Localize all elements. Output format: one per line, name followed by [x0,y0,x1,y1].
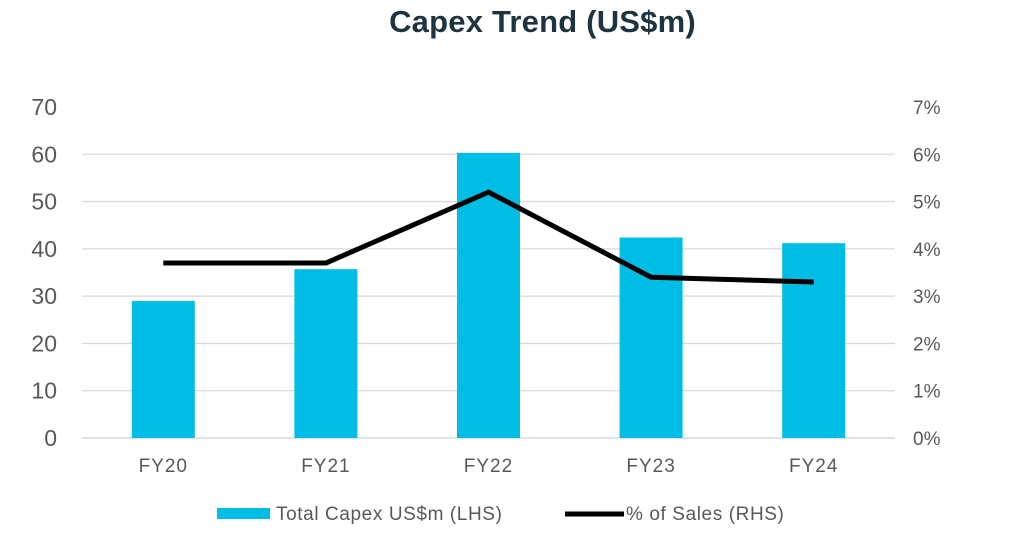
left-axis-tick-label: 20 [31,330,57,356]
x-axis-tick-label: FY23 [626,456,675,477]
x-axis-tick-label: FY21 [301,456,350,477]
x-axis-tick-label: FY22 [464,456,513,477]
right-axis-tick-label: 2% [913,334,941,355]
right-axis-tick-label: 0% [913,429,941,450]
right-axis-tick-label: 4% [913,240,941,261]
right-axis-tick-label: 3% [913,287,941,308]
x-axis: FY20 FY21 FY22 FY23 FY24 [139,456,838,477]
left-axis-tick-label: 40 [31,236,57,262]
x-axis-tick-label: FY20 [139,456,188,477]
left-axis-tick-label: 0 [44,425,57,451]
bar-fy20 [131,300,195,438]
left-axis: 0 10 20 30 40 50 60 70 [31,94,57,451]
legend-label-pct-sales: % of Sales (RHS) [626,504,784,525]
legend-swatch-capex [217,508,270,519]
left-axis-tick-label: 30 [31,283,57,309]
right-axis-tick-label: 1% [913,382,941,403]
right-axis-tick-label: 7% [913,98,941,119]
bar-fy23 [619,237,683,438]
bar-fy21 [294,269,358,438]
left-axis-tick-label: 70 [31,94,57,120]
left-axis-tick-label: 50 [31,189,57,215]
right-axis-tick-label: 5% [913,193,941,214]
chart-title: Capex Trend (US$m) [389,4,696,39]
left-axis-tick-label: 60 [31,141,57,167]
right-axis-tick-label: 6% [913,145,941,166]
right-axis: 0% 1% 2% 3% 4% 5% 6% 7% [913,98,941,450]
bar-fy22 [457,152,520,439]
x-axis-tick-label: FY24 [789,456,838,477]
legend-label-capex: Total Capex US$m (LHS) [276,504,503,525]
bar-fy24 [782,243,846,438]
line-series [163,189,814,285]
left-axis-tick-label: 10 [31,378,57,404]
legend: Total Capex US$m (LHS) % of Sales (RHS) [217,504,784,525]
bar-series [131,152,846,439]
